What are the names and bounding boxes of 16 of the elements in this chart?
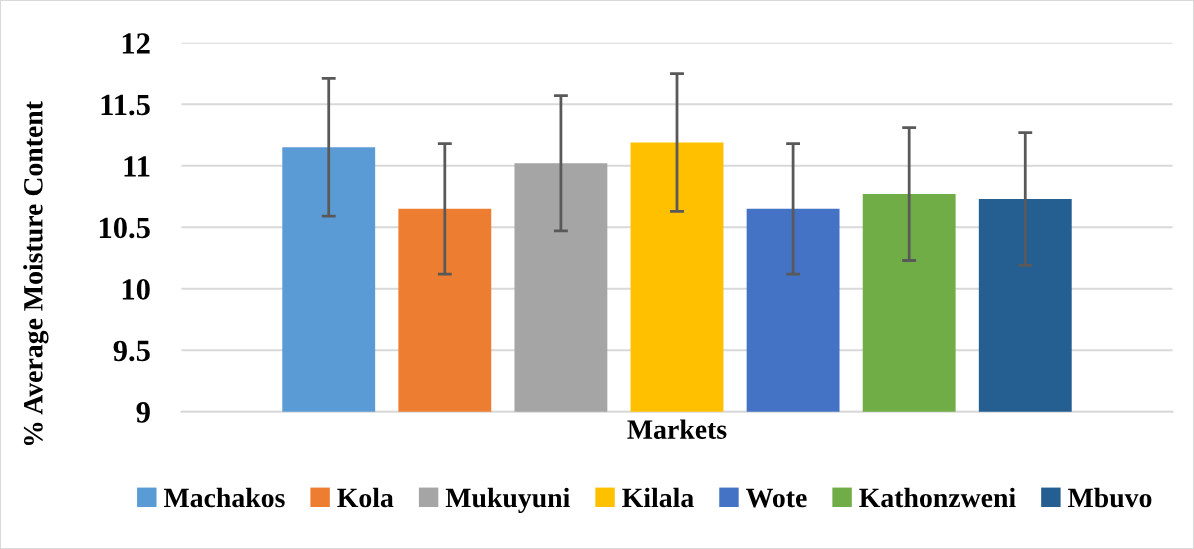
- legend-label: Machakos: [163, 487, 285, 508]
- legend-label: Wote: [746, 488, 807, 508]
- legend-label: Kola: [337, 487, 394, 508]
- y-tick-label: 12: [122, 33, 150, 54]
- legend-label: Kilala: [622, 487, 694, 508]
- y-axis-title: % Average Moisture Content: [23, 101, 49, 446]
- y-tick-label: 10.5: [99, 217, 150, 239]
- y-tick-label: 9: [136, 402, 150, 423]
- y-tick-label: 11.5: [101, 94, 150, 116]
- legend-label: Mukuyuni: [445, 487, 570, 514]
- y-tick-label: 9.5: [113, 340, 150, 362]
- legend-label: Kathonzweni: [859, 487, 1016, 508]
- y-tick-label: 10: [122, 279, 150, 300]
- legend-label: Mbuvo: [1068, 487, 1152, 508]
- y-tick-label: 11: [124, 156, 150, 177]
- x-axis-title: Markets: [627, 419, 727, 439]
